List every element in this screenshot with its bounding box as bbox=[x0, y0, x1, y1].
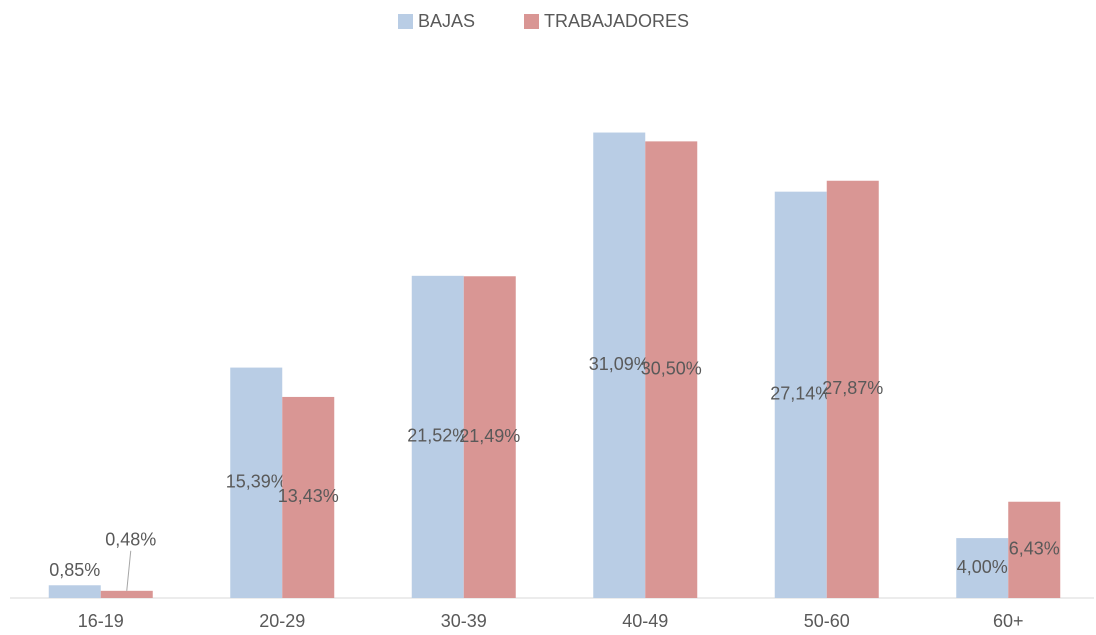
legend-swatch bbox=[398, 14, 413, 29]
x-tick-label: 16-19 bbox=[78, 611, 124, 631]
bar bbox=[1008, 501, 1061, 598]
data-label: 27,87% bbox=[822, 378, 883, 398]
data-label: 31,09% bbox=[589, 354, 650, 374]
x-tick-label: 30-39 bbox=[441, 611, 487, 631]
legend-label: TRABAJADORES bbox=[544, 11, 689, 31]
legend-label: BAJAS bbox=[418, 11, 475, 31]
bar bbox=[230, 367, 283, 598]
data-label: 6,43% bbox=[1009, 539, 1060, 559]
data-label: 30,50% bbox=[641, 358, 702, 378]
bar bbox=[48, 585, 101, 598]
bar bbox=[411, 275, 464, 598]
x-tick-label: 60+ bbox=[993, 611, 1024, 631]
bar bbox=[593, 132, 646, 599]
data-label: 13,43% bbox=[278, 486, 339, 506]
bar bbox=[463, 276, 516, 598]
data-label: 0,48% bbox=[105, 530, 156, 550]
data-label: 27,14% bbox=[770, 384, 831, 404]
data-label: 0,85% bbox=[49, 560, 100, 580]
bar bbox=[645, 141, 698, 598]
bar bbox=[956, 538, 1009, 598]
x-tick-label: 40-49 bbox=[622, 611, 668, 631]
x-tick-label: 50-60 bbox=[804, 611, 850, 631]
leader-line bbox=[126, 550, 132, 591]
bar bbox=[100, 590, 153, 598]
x-tick-label: 20-29 bbox=[259, 611, 305, 631]
bar bbox=[774, 191, 827, 599]
bar bbox=[282, 396, 335, 598]
bar bbox=[826, 180, 879, 599]
data-label: 21,52% bbox=[407, 426, 468, 446]
data-label: 21,49% bbox=[459, 426, 520, 446]
legend-swatch bbox=[524, 14, 539, 29]
data-label: 15,39% bbox=[226, 472, 287, 492]
data-label: 4,00% bbox=[957, 557, 1008, 577]
